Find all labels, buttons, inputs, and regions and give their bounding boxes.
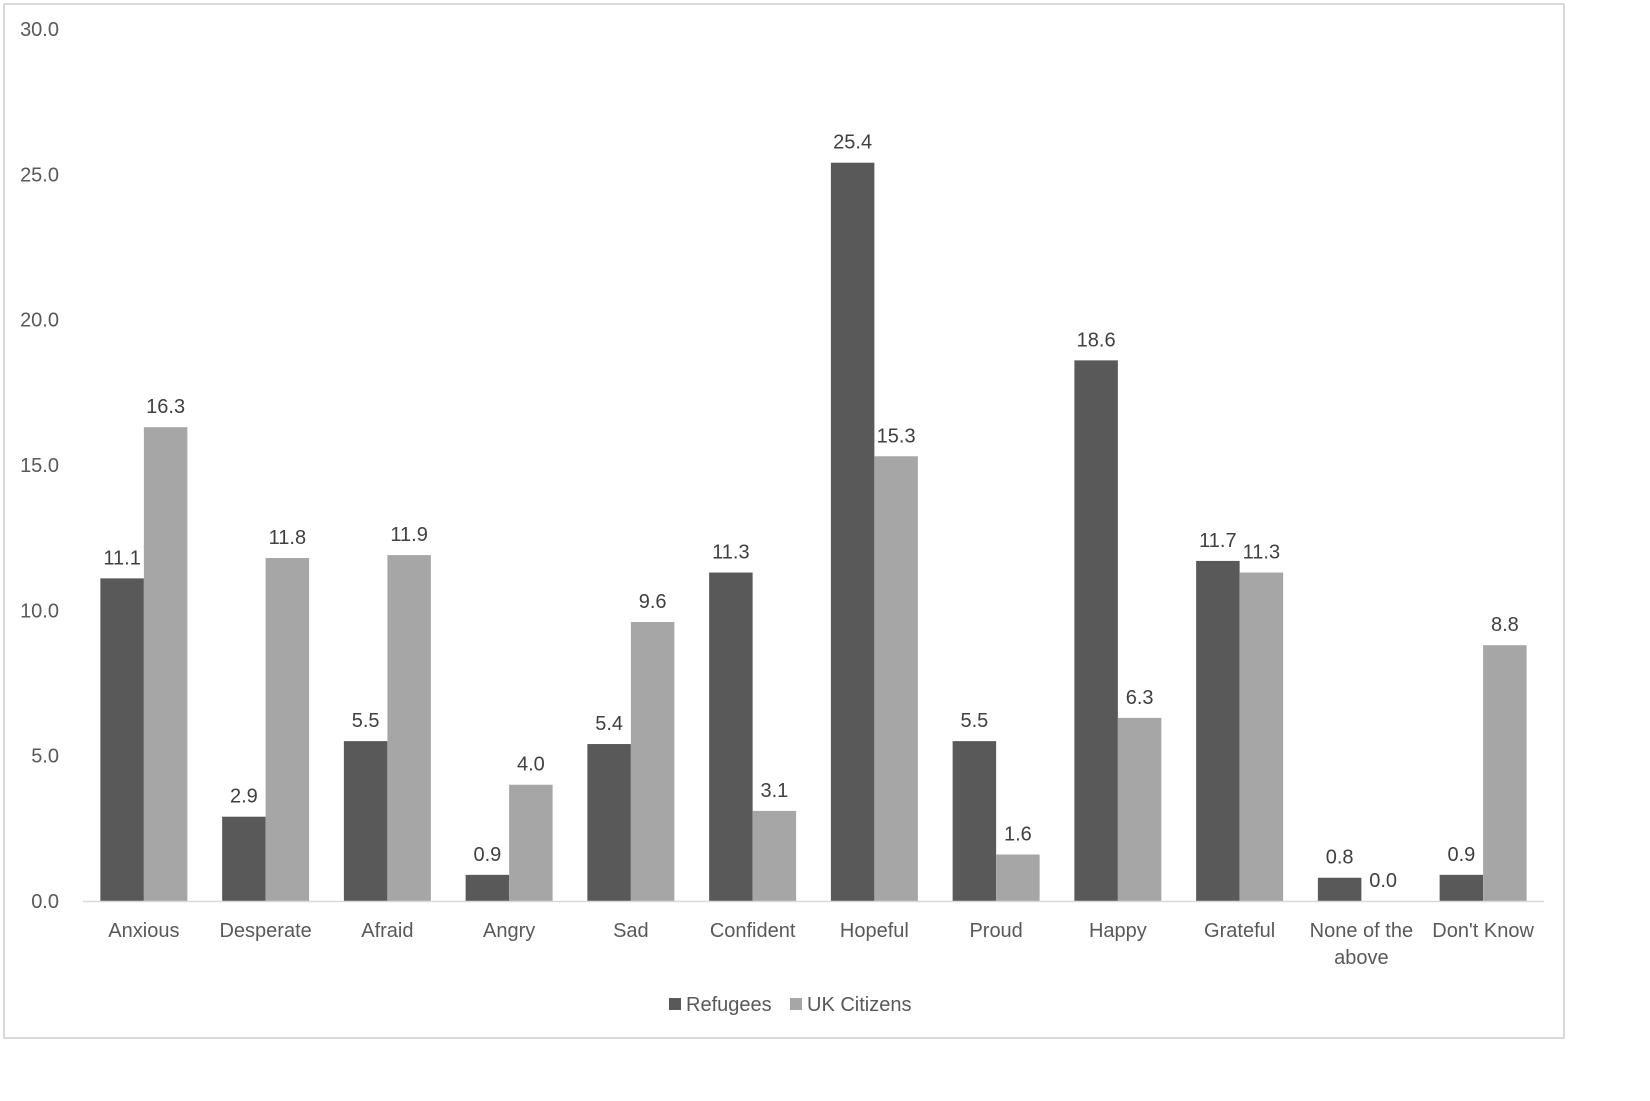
data-label: 0.8 — [1326, 847, 1354, 869]
y-tick-label: 30.0 — [20, 19, 59, 41]
data-label: 16.3 — [146, 396, 185, 418]
bar-uk-citizens — [143, 427, 188, 901]
bar-uk-citizens — [996, 854, 1040, 901]
data-label: 11.8 — [269, 527, 306, 549]
y-axis: 0.0 5.0 10.0 15.0 20.0 25.0 30.0 — [20, 19, 59, 913]
x-category-label: Confident — [710, 920, 796, 942]
data-label: 1.6 — [1004, 823, 1032, 845]
data-label: 15.3 — [877, 425, 916, 447]
bar-uk-citizens — [1483, 645, 1527, 901]
data-label: 2.9 — [230, 786, 258, 808]
x-category-label: Hopeful — [840, 920, 909, 942]
x-category-label: above — [1334, 947, 1389, 969]
data-label: 0.9 — [1447, 844, 1475, 866]
data-label: 5.4 — [595, 713, 623, 735]
bar-refugees — [100, 578, 144, 901]
bar-refugees — [830, 162, 875, 901]
x-category-label: Desperate — [219, 920, 311, 942]
bar-uk-citizens — [1117, 717, 1162, 901]
x-category-label: Grateful — [1204, 920, 1275, 942]
bar-refugees — [343, 741, 388, 901]
bar-refugees — [1439, 874, 1484, 901]
legend-label: Refugees — [686, 994, 772, 1016]
data-label: 25.4 — [833, 132, 872, 154]
bar-refugees — [1074, 360, 1118, 901]
x-category-label: Anxious — [108, 920, 179, 942]
bar-refugees — [1317, 877, 1362, 901]
legend-swatch — [669, 998, 681, 1010]
data-label: 5.5 — [352, 710, 380, 732]
y-tick-label: 20.0 — [20, 310, 59, 332]
bar-refugees — [709, 572, 753, 901]
y-tick-label: 5.0 — [31, 746, 59, 768]
x-category-label: Don't Know — [1432, 920, 1534, 942]
bar-uk-citizens — [387, 555, 431, 901]
data-label: 11.1 — [103, 547, 140, 569]
x-category-label: Happy — [1089, 920, 1147, 942]
legend: Refugees UK Citizens — [669, 994, 911, 1016]
data-label: 11.9 — [390, 524, 427, 546]
bar-refugees — [1196, 560, 1240, 901]
bar-uk-citizens — [630, 621, 675, 901]
data-label: 4.0 — [517, 754, 545, 776]
bar-uk-citizens — [1239, 572, 1284, 901]
y-tick-label: 10.0 — [20, 600, 59, 622]
data-label: 9.6 — [639, 591, 667, 613]
legend-item-uk-citizens: UK Citizens — [790, 994, 911, 1016]
data-label: 6.3 — [1126, 687, 1154, 709]
data-labels: 11.1 16.3 2.9 11.8 5.5 11.9 0.9 4.0 5.4 9.6 11.3 3.… — [103, 132, 1518, 892]
data-label: 3.1 — [760, 780, 788, 802]
data-label: 11.7 — [1199, 530, 1236, 552]
data-label: 11.3 — [712, 542, 749, 564]
x-category-label: Angry — [483, 920, 535, 942]
data-label: 0.0 — [1369, 870, 1397, 892]
x-category-label: Afraid — [361, 920, 413, 942]
legend-label: UK Citizens — [807, 994, 911, 1016]
data-label: 11.3 — [1243, 542, 1280, 564]
bar-uk-citizens — [509, 784, 553, 901]
y-tick-label: 25.0 — [20, 164, 59, 186]
data-label: 5.5 — [960, 710, 988, 732]
bar-refugees — [587, 744, 631, 901]
bar-uk-citizens — [265, 558, 310, 901]
data-label: 8.8 — [1491, 614, 1519, 636]
legend-item-refugees: Refugees — [669, 994, 772, 1016]
y-tick-label: 0.0 — [31, 891, 59, 913]
legend-swatch — [790, 998, 802, 1010]
data-label: 0.9 — [473, 844, 501, 866]
x-category-label: None of the — [1310, 920, 1413, 942]
bar-refugees — [222, 816, 266, 901]
bar-uk-citizens — [874, 456, 918, 901]
x-category-label: Proud — [969, 920, 1022, 942]
bar-refugees — [952, 741, 997, 901]
x-axis: Anxious Desperate Afraid Angry Sad Confident H… — [108, 920, 1534, 969]
x-category-label: Sad — [613, 920, 649, 942]
y-tick-label: 15.0 — [20, 455, 59, 477]
bar-refugees — [465, 874, 510, 901]
data-label: 18.6 — [1077, 329, 1116, 351]
bars — [100, 162, 1527, 901]
bar-uk-citizens — [752, 810, 797, 901]
